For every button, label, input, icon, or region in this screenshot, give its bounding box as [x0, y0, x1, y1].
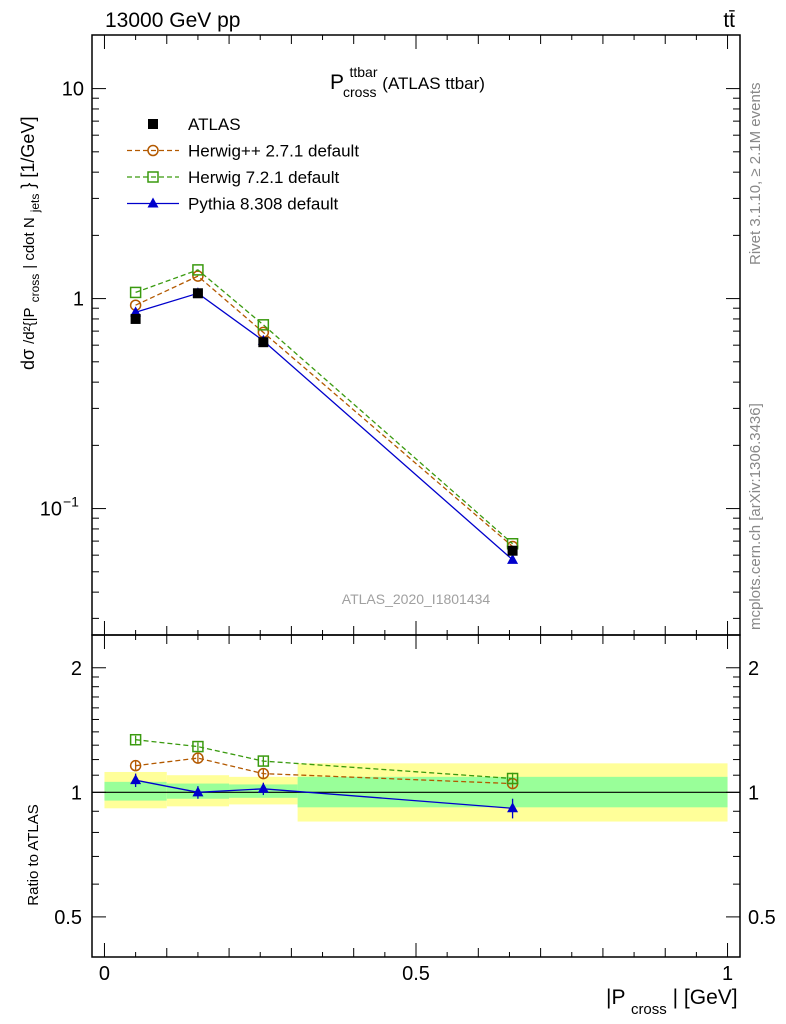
main-title-sub: cross — [343, 84, 376, 100]
ratio-y-tick-label: 1 — [71, 782, 82, 804]
ratio-y-tick-label-right: 2 — [748, 658, 759, 680]
legend: ATLAS Herwig++ 2.7.1 default Herwig 7.2.1 … — [127, 115, 359, 214]
series-line — [135, 292, 514, 561]
data-point — [130, 313, 141, 324]
y-tick-label-exponent: −1 — [63, 494, 79, 510]
data-point — [192, 740, 204, 753]
legend-marker — [147, 197, 159, 208]
y-tick-label: 1 — [73, 289, 84, 311]
uncertainty-band-inner — [104, 781, 167, 801]
series-line — [135, 779, 513, 809]
legend-marker — [147, 171, 159, 183]
data-point — [129, 759, 142, 772]
legend-entry-label: Herwig++ 2.7.1 default — [188, 142, 359, 161]
process-label: tt̄ — [723, 9, 735, 32]
data-point — [129, 286, 142, 299]
data-point — [192, 752, 204, 764]
legend-entry-label: Pythia 8.308 default — [188, 195, 339, 214]
series-line — [135, 275, 514, 547]
y-tick-label: 10 — [62, 79, 84, 101]
data-point — [192, 264, 204, 276]
data-point — [507, 553, 519, 564]
data-point — [130, 774, 142, 785]
main-ylabel: dσ /d²{|P cross | cdot N jets } [1/GeV] — [18, 117, 43, 370]
data-point — [192, 270, 204, 282]
main-title-suffix: (ATLAS ttbar) — [382, 74, 485, 93]
legend-entry-label: Herwig 7.2.1 default — [188, 168, 339, 187]
analysis-watermark: ATLAS_2020_I1801434 — [342, 591, 491, 607]
rivet-label: Rivet 3.1.10, ≥ 2.1M events — [747, 83, 764, 266]
data-point — [192, 288, 203, 299]
ratio-plot-area: 0 0.5 1 2 2 1 1 0.5 0.5 — [54, 634, 776, 985]
data-point — [257, 755, 270, 767]
main-title: P ttbar cross (ATLAS ttbar) — [330, 59, 485, 102]
svg-text:dσ /d²{|P cross: dσ /d²{|P cross | cdot N jets } [1/GeV] — [18, 117, 43, 370]
main-title-sup: ttbar — [349, 64, 377, 80]
data-point — [192, 786, 204, 797]
data-point — [258, 337, 269, 348]
mcplots-label: mcplots.cern.ch [arXiv:1306.3436] — [747, 403, 764, 630]
data-point — [257, 319, 270, 331]
x-tick-label: 0.5 — [402, 963, 430, 985]
series-line — [135, 739, 513, 780]
legend-entry-label: ATLAS — [188, 115, 241, 134]
data-point — [507, 802, 519, 813]
series-line — [135, 757, 513, 785]
ratio-y-tick-label: 2 — [71, 658, 82, 680]
energy-label: 13000 GeV pp — [105, 9, 240, 32]
ratio-y-tick-label-right: 1 — [748, 782, 759, 804]
data-point — [507, 545, 518, 556]
data-point — [257, 782, 269, 793]
data-point — [257, 767, 270, 780]
legend-marker — [147, 144, 159, 157]
ratio-y-tick-label-right: 0.5 — [748, 907, 776, 929]
legend-marker — [148, 119, 158, 129]
ratio-y-tick-label: 0.5 — [54, 907, 82, 929]
x-tick-label: 1 — [722, 963, 733, 985]
x-tick-label: 0 — [99, 963, 110, 985]
series-line — [135, 269, 514, 545]
data-point — [129, 733, 142, 746]
data-point — [130, 306, 142, 317]
main-title-main: P — [330, 71, 344, 94]
data-point — [506, 772, 519, 785]
x-axis-label: |P cross | [GeV] — [606, 986, 738, 1019]
y-tick-label: 10 — [40, 499, 62, 521]
ratio-ylabel: Ratio to ATLAS — [25, 804, 42, 905]
